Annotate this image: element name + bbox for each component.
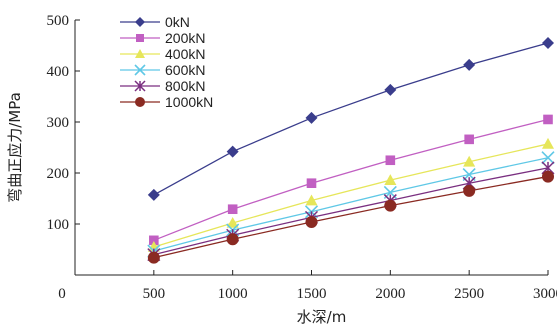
data-point (306, 178, 317, 188)
data-point (226, 216, 239, 228)
data-point (384, 83, 397, 96)
data-point (227, 204, 238, 215)
x-tick-label: 2500 (454, 286, 484, 302)
data-point (464, 134, 474, 145)
legend-label: 200kN (165, 30, 205, 46)
data-point (305, 194, 318, 206)
data-point (305, 111, 318, 124)
data-point (463, 155, 476, 167)
legend-label: 0kN (165, 14, 190, 30)
legend-label: 400kN (165, 46, 205, 62)
series-line (153, 157, 549, 252)
legend-item-600kN: 600kN (120, 62, 205, 78)
y-tick-label: 200 (47, 166, 70, 182)
x-tick-label: 2000 (375, 286, 405, 302)
x-tick-label: 1500 (297, 286, 327, 302)
x-axis-ticks: 0 500 1000 1500 2000 2500 3000 (58, 270, 557, 302)
data-point (384, 199, 397, 212)
data-point (463, 184, 476, 197)
data-point (542, 170, 554, 183)
data-point (135, 49, 145, 58)
data-point (385, 155, 396, 166)
x-tick-label: 1000 (218, 286, 248, 302)
y-tick-label: 300 (47, 115, 70, 131)
x-tick-label: 0 (58, 286, 66, 302)
legend-label: 1000kN (165, 94, 213, 110)
x-marker-stroke (134, 64, 146, 76)
series-line (153, 175, 549, 259)
data-point (384, 174, 397, 185)
data-point (135, 97, 145, 107)
data-point (134, 64, 146, 76)
series-1000kN (147, 170, 554, 264)
series-line (153, 42, 549, 196)
data-point (136, 34, 144, 42)
y-tick-label: 400 (47, 64, 70, 80)
legend-item-400kN: 400kN (120, 46, 205, 62)
legend-item-200kN: 200kN (120, 30, 205, 46)
data-point (226, 145, 239, 158)
y-axis-ticks: 100 200 300 400 500 (47, 13, 80, 233)
series-200kN (149, 114, 553, 246)
legend-item-0kN: 0kN (120, 14, 190, 30)
series-line (153, 143, 549, 248)
x-tick-label: 3000 (533, 286, 557, 302)
x-tick-label: 500 (143, 286, 166, 302)
data-point (134, 80, 146, 92)
legend-item-1000kN: 1000kN (120, 94, 213, 110)
data-point (541, 151, 555, 165)
legend-label: 600kN (165, 62, 205, 78)
x-marker-stroke (541, 151, 555, 165)
series-group (147, 36, 555, 264)
axes (74, 20, 548, 276)
x-axis-label: 水深/m (297, 308, 347, 326)
y-tick-label: 500 (47, 13, 70, 29)
data-point (542, 36, 554, 49)
data-point (305, 215, 318, 228)
series-400kN (147, 137, 554, 252)
data-point (135, 17, 145, 27)
data-point (147, 251, 160, 264)
data-point (147, 188, 160, 201)
data-point (226, 233, 239, 246)
y-axis-label: 弯曲正应力/MPa (6, 92, 24, 203)
data-point (543, 114, 553, 125)
series-0kN (147, 36, 554, 201)
data-point (149, 235, 159, 246)
series-line (153, 167, 549, 256)
data-point (542, 137, 554, 149)
series-800kN (147, 161, 555, 262)
legend-label: 800kN (165, 78, 205, 94)
y-tick-label: 100 (47, 217, 70, 233)
legend-item-800kN: 800kN (120, 78, 205, 94)
series-line (153, 118, 549, 241)
data-point (463, 58, 476, 71)
